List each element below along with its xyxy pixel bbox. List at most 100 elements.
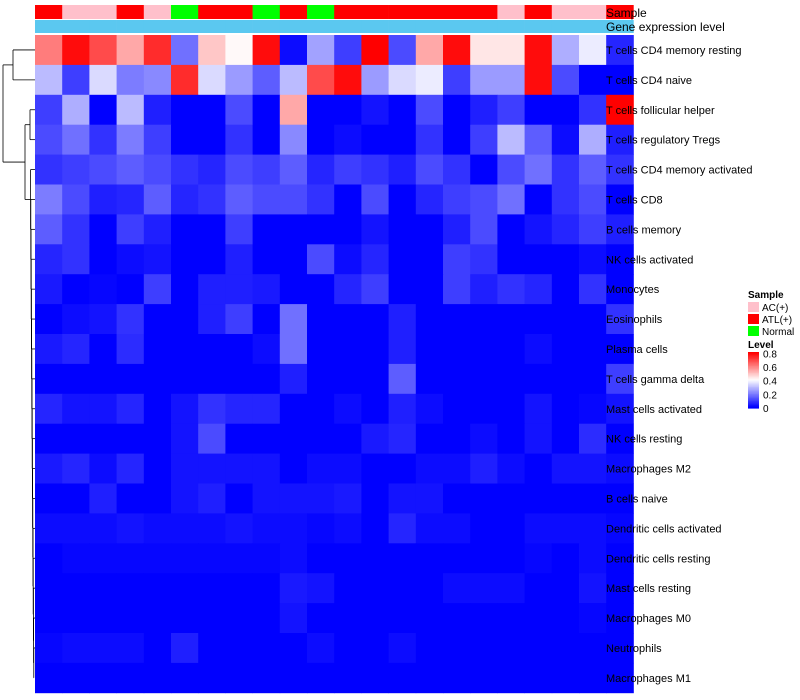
- expression-annotation-cell: [62, 20, 90, 33]
- heatmap-cell: [334, 603, 362, 634]
- heatmap-cell: [171, 334, 199, 365]
- heatmap-cell: [252, 304, 281, 335]
- heatmap-cell: [143, 334, 172, 365]
- sample-annotation-cell: [497, 5, 525, 19]
- heatmap-cell: [89, 184, 117, 215]
- heatmap-cell: [89, 154, 117, 185]
- heatmap-cell: [524, 573, 553, 604]
- heatmap-cell: [497, 573, 525, 604]
- heatmap-cell: [171, 214, 199, 245]
- heatmap-cell: [279, 35, 308, 66]
- heatmap-cell: [225, 214, 253, 245]
- heatmap-cell: [524, 513, 553, 544]
- heatmap-cell: [89, 393, 117, 425]
- heatmap-cell: [35, 35, 63, 66]
- heatmap-cell: [116, 363, 145, 395]
- expression-annotation-cell: [361, 20, 389, 33]
- heatmap-cell: [198, 423, 226, 454]
- heatmap-cell: [198, 513, 226, 544]
- heatmap-cell: [171, 423, 199, 454]
- heatmap-cell: [307, 603, 335, 634]
- expression-annotation-cell: [443, 20, 471, 33]
- heatmap-cell: [171, 184, 199, 215]
- heatmap-cell: [579, 304, 607, 335]
- heatmap-cell: [252, 124, 281, 155]
- sample-annotation-cell: [415, 5, 444, 19]
- heatmap-cell: [307, 453, 335, 484]
- heatmap-cell: [171, 274, 199, 305]
- heatmap-cell: [361, 334, 389, 365]
- row-label: Mast cells resting: [606, 583, 691, 595]
- heatmap-cell: [116, 214, 145, 245]
- heatmap-cell: [606, 334, 634, 365]
- expression-annotation-cell: [415, 20, 444, 33]
- heatmap-cell: [551, 363, 580, 395]
- expression-level-annotation-bar: [35, 20, 634, 33]
- heatmap-cell: [225, 543, 253, 574]
- heatmap-cell: [415, 94, 444, 126]
- heatmap-cell: [307, 184, 335, 215]
- heatmap-cell: [497, 543, 525, 574]
- heatmap-cell: [388, 274, 417, 305]
- row-label: T cells follicular helper: [606, 105, 715, 117]
- heatmap-cell: [606, 124, 634, 155]
- heatmap-cell: [307, 94, 335, 126]
- sample-annotation-cell: [470, 5, 498, 19]
- heatmap-cell: [415, 423, 444, 454]
- heatmap-cell: [252, 423, 281, 454]
- heatmap-cell: [198, 573, 226, 604]
- heatmap-cell: [415, 393, 444, 425]
- heatmap-cell: [307, 513, 335, 544]
- heatmap-cell: [307, 423, 335, 454]
- level-legend-gradient-step: [748, 359, 759, 361]
- level-legend-gradient-step: [748, 380, 759, 382]
- heatmap-cell: [198, 154, 226, 185]
- heatmap-cell: [225, 334, 253, 365]
- heatmap-cell: [497, 184, 525, 215]
- heatmap-cell: [606, 304, 634, 335]
- heatmap-cell: [35, 94, 63, 126]
- heatmap-cell: [579, 423, 607, 454]
- heatmap-cell: [388, 244, 417, 275]
- sample-annotation-cell: [89, 5, 117, 19]
- heatmap-cell: [252, 513, 281, 544]
- sample-annotation-cell: [35, 5, 63, 19]
- heatmap-cell: [524, 633, 553, 664]
- heatmap-cell: [307, 244, 335, 275]
- heatmap-cell: [388, 513, 417, 544]
- heatmap-cell: [116, 244, 145, 275]
- level-legend-gradient-step: [748, 395, 759, 398]
- heatmap-cell: [334, 184, 362, 215]
- heatmap-cell: [551, 184, 580, 215]
- heatmap-cell: [171, 363, 199, 395]
- heatmap-cell: [470, 94, 498, 126]
- heatmap-cell: [551, 94, 580, 126]
- row-label: B cells naive: [606, 493, 668, 505]
- heatmap-cell: [279, 244, 308, 275]
- heatmap-cell: [252, 35, 281, 66]
- heatmap-cell: [415, 334, 444, 365]
- heatmap-cell: [62, 393, 90, 425]
- heatmap-cell: [334, 35, 362, 66]
- heatmap-cell: [225, 483, 253, 514]
- heatmap-cell: [443, 543, 471, 574]
- heatmap-cell: [415, 124, 444, 155]
- heatmap-cell: [89, 423, 117, 454]
- heatmap-cell: [443, 214, 471, 245]
- heatmap-cell: [470, 64, 498, 96]
- heatmap-cell: [143, 154, 172, 185]
- heatmap-cell: [524, 274, 553, 305]
- level-legend-gradient-step: [748, 364, 759, 367]
- row-label: Plasma cells: [606, 344, 668, 356]
- heatmap-cell: [143, 453, 172, 484]
- heatmap-cell: [62, 513, 90, 544]
- expression-annotation-cell: [470, 20, 498, 33]
- heatmap-cell: [361, 274, 389, 305]
- heatmap-cell: [361, 573, 389, 604]
- heatmap-cell: [334, 124, 362, 155]
- heatmap-cell: [415, 244, 444, 275]
- heatmap-cell: [171, 513, 199, 544]
- heatmap-cell: [470, 453, 498, 484]
- heatmap-cell: [579, 453, 607, 484]
- heatmap-cell: [171, 603, 199, 634]
